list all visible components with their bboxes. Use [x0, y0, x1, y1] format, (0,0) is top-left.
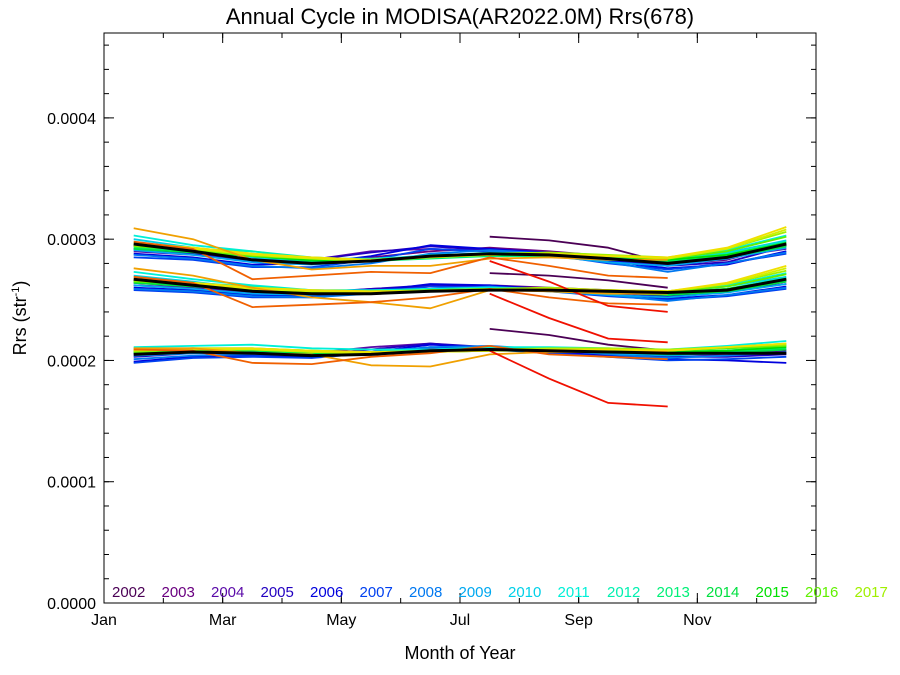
mean-line-mid [133, 277, 787, 296]
legend-entry-2010: 2010 [508, 584, 541, 601]
y-tick-label: 0.0002 [47, 353, 96, 370]
series-line-2006-mid [133, 283, 787, 300]
legend-entry-2004: 2004 [211, 584, 244, 601]
y-axis: 0.0000 0.0001 0.0002 0.0003 0.0004 [47, 44, 816, 613]
legend-entry-2003: 2003 [162, 584, 195, 601]
x-tick-label: Jan [91, 612, 117, 629]
x-tick-label: Nov [683, 612, 711, 629]
y-tick-label: 0.0003 [47, 232, 96, 249]
series-line-2008-lower [133, 345, 787, 361]
chart-title: Annual Cycle in MODISA(AR2022.0M) Rrs(67… [226, 4, 694, 29]
mean-line-upper [133, 242, 787, 265]
legend-entry-2014: 2014 [706, 584, 739, 601]
x-tick-label: Sep [564, 612, 593, 629]
legend-entry-2011: 2011 [558, 584, 590, 601]
legend-entry-2008: 2008 [409, 584, 442, 601]
legend-entry-2012: 2012 [607, 584, 640, 601]
series-line-2007-upper [133, 248, 787, 271]
mean-lines [133, 242, 787, 358]
legend-entry-2013: 2013 [657, 584, 690, 601]
x-tick-label: Jul [450, 612, 470, 629]
legend-entry-2005: 2005 [261, 584, 294, 601]
legend-entry-2006: 2006 [310, 584, 343, 601]
x-axis: Jan Mar May Jul Sep Nov [91, 33, 817, 629]
x-tick-label: Mar [209, 612, 237, 629]
y-axis-label-main: Rrs (str [10, 296, 30, 355]
series-line-s18-mid [133, 267, 668, 310]
legend-entry-2017: 2017 [855, 584, 888, 601]
series-line-s18-upper [133, 227, 668, 271]
legend-entry-2002: 2002 [112, 584, 145, 601]
y-axis-label-tail: ) [10, 281, 30, 287]
series-line-s20-upper [489, 260, 668, 313]
legend-entry-2009: 2009 [459, 584, 492, 601]
y-axis-label: Rrs (str-1) [10, 281, 30, 356]
y-tick-label: 0.0001 [47, 475, 96, 492]
y-axis-label-superscript: -1 [10, 287, 22, 297]
series-line-s19-mid [133, 275, 668, 308]
legend: 2002 2003 2004 2005 2006 2007 2008 2009 2010 2011… [112, 584, 888, 601]
series-line-s19-upper [133, 240, 668, 281]
x-axis-label: Month of Year [404, 643, 515, 663]
series-line-s19-lower [133, 345, 668, 365]
series-line-2002-mid [489, 272, 668, 289]
legend-entry-2015: 2015 [756, 584, 789, 601]
series-line-2008-upper [133, 249, 787, 273]
y-tick-label: 0.0000 [47, 596, 96, 613]
series-line-s20-lower [489, 349, 668, 408]
mean-line-lower [133, 348, 787, 358]
series-line-2002-lower [489, 328, 668, 352]
y-tick-label: 0.0004 [47, 111, 96, 128]
series-line-s20-mid [489, 292, 668, 344]
legend-entry-2016: 2016 [805, 584, 838, 601]
x-tick-label: May [326, 612, 356, 629]
legend-entry-2007: 2007 [360, 584, 393, 601]
